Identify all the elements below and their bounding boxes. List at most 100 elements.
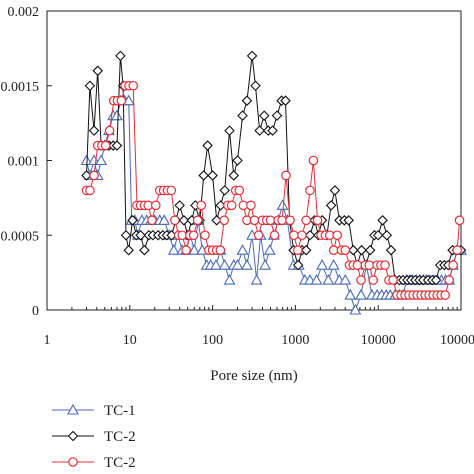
- data-point: [440, 290, 450, 300]
- data-point: [166, 185, 177, 196]
- data-point: [192, 215, 203, 226]
- data-point: [188, 230, 199, 241]
- legend-marker: [67, 403, 79, 415]
- data-point: [325, 200, 337, 211]
- data-point: [181, 245, 192, 255]
- data-point: [150, 200, 161, 211]
- data-point: [292, 259, 304, 271]
- legend-marker: [67, 430, 79, 442]
- data-point: [277, 215, 287, 226]
- data-point: [223, 273, 236, 285]
- data-point: [89, 170, 99, 181]
- data-point: [356, 275, 366, 285]
- legend-item: TC-2: [52, 429, 136, 445]
- data-point: [327, 259, 340, 270]
- y-tick-label: 0.0005: [1, 229, 40, 244]
- data-point: [276, 199, 289, 210]
- x-axis-title: Pore size (nm): [210, 368, 297, 384]
- data-point: [452, 245, 463, 255]
- data-point: [226, 200, 237, 211]
- legend-item: TC-2: [52, 455, 136, 471]
- series-diamond: [81, 50, 467, 286]
- data-point: [250, 273, 263, 285]
- data-point: [253, 230, 264, 241]
- data-point: [231, 259, 244, 270]
- series-circle: [81, 80, 465, 300]
- data-point: [301, 215, 311, 226]
- legend-marker: [68, 457, 78, 467]
- data-point: [271, 110, 283, 121]
- data-point: [178, 215, 190, 226]
- data-point: [234, 185, 245, 196]
- data-point: [111, 109, 123, 121]
- data-point: [241, 259, 253, 270]
- data-point: [232, 155, 243, 166]
- data-point: [259, 259, 271, 270]
- data-point: [454, 215, 465, 226]
- data-point: [246, 50, 258, 62]
- data-point: [202, 140, 213, 151]
- data-point: [246, 200, 256, 211]
- data-point: [448, 260, 458, 270]
- data-point: [352, 260, 363, 270]
- data-point: [385, 244, 397, 256]
- data-point: [127, 215, 138, 226]
- data-point: [304, 229, 316, 241]
- data-point: [312, 215, 323, 226]
- data-point: [207, 170, 218, 181]
- data-point: [381, 229, 393, 241]
- data-point: [200, 230, 210, 241]
- data-point: [347, 244, 359, 256]
- data-point: [215, 245, 226, 255]
- legend: TC-1 TC-2 TC-2: [52, 403, 136, 471]
- data-point: [328, 245, 339, 255]
- data-point: [123, 244, 134, 256]
- data-point: [254, 125, 265, 136]
- data-point: [297, 230, 307, 241]
- data-point: [267, 125, 278, 136]
- data-point: [250, 80, 261, 92]
- data-point: [241, 95, 253, 106]
- data-point: [84, 80, 96, 92]
- data-point: [198, 170, 209, 181]
- data-point: [120, 229, 132, 241]
- data-point: [92, 65, 104, 77]
- data-point: [219, 215, 229, 226]
- data-point: [122, 94, 135, 106]
- y-tick-label: 0.001: [8, 155, 40, 170]
- data-point: [380, 260, 390, 270]
- data-point: [116, 95, 127, 106]
- x-tick-label: 1: [44, 333, 51, 348]
- data-point: [210, 259, 222, 270]
- data-point: [249, 215, 260, 226]
- x-tick-label: 1000: [281, 333, 309, 348]
- data-point: [196, 200, 207, 211]
- data-point: [269, 230, 280, 241]
- data-point: [308, 155, 319, 166]
- y-tick-label: 0.0015: [1, 80, 40, 95]
- data-point: [322, 273, 335, 285]
- data-point: [332, 230, 343, 241]
- data-point: [100, 140, 111, 151]
- data-point: [88, 125, 100, 136]
- data-point: [343, 215, 354, 226]
- data-point: [188, 244, 201, 255]
- data-point: [258, 110, 270, 121]
- legend-label: TC-2: [104, 455, 136, 471]
- data-point: [263, 244, 276, 255]
- data-point: [85, 185, 95, 196]
- data-point: [158, 214, 171, 225]
- x-tick-label: 100: [202, 333, 223, 348]
- series-line: [86, 85, 460, 296]
- data-point: [305, 185, 315, 196]
- data-point: [339, 273, 352, 285]
- data-point: [340, 245, 351, 255]
- data-point: [219, 185, 230, 196]
- data-point: [344, 288, 357, 300]
- data-point: [88, 154, 100, 166]
- legend-label: TC-2: [104, 429, 136, 445]
- data-point: [355, 288, 367, 300]
